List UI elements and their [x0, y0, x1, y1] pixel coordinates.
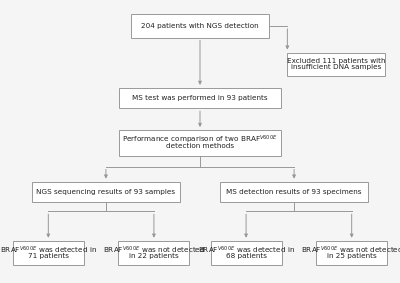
Text: insufficient DNA samples: insufficient DNA samples [291, 64, 382, 70]
FancyBboxPatch shape [118, 241, 190, 265]
Text: 71 patients: 71 patients [28, 253, 69, 259]
Text: in 25 patients: in 25 patients [327, 253, 376, 259]
FancyBboxPatch shape [210, 241, 282, 265]
Text: BRAF$^{V600E}$ was not detected: BRAF$^{V600E}$ was not detected [103, 244, 205, 256]
Text: BRAF$^{V600E}$ was not detected: BRAF$^{V600E}$ was not detected [300, 244, 400, 256]
Text: MS detection results of 93 specimens: MS detection results of 93 specimens [226, 189, 362, 195]
Text: Excluded 111 patients with: Excluded 111 patients with [287, 58, 386, 64]
Text: BRAF$^{V600E}$ was detected in: BRAF$^{V600E}$ was detected in [0, 244, 97, 256]
FancyBboxPatch shape [32, 182, 180, 202]
FancyBboxPatch shape [119, 88, 281, 108]
FancyBboxPatch shape [131, 14, 269, 38]
FancyBboxPatch shape [220, 182, 368, 202]
Text: MS test was performed in 93 patients: MS test was performed in 93 patients [132, 95, 268, 101]
FancyBboxPatch shape [119, 130, 281, 156]
Text: BRAF$^{V600E}$ was detected in: BRAF$^{V600E}$ was detected in [198, 244, 295, 256]
Text: in 22 patients: in 22 patients [129, 253, 179, 259]
Text: NGS sequencing results of 93 samples: NGS sequencing results of 93 samples [36, 189, 176, 195]
FancyBboxPatch shape [287, 53, 385, 76]
Text: detection methods: detection methods [166, 143, 234, 149]
FancyBboxPatch shape [316, 241, 387, 265]
FancyBboxPatch shape [13, 241, 84, 265]
Text: 204 patients with NGS detection: 204 patients with NGS detection [141, 23, 259, 29]
Text: 68 patients: 68 patients [226, 253, 266, 259]
Text: Performance comparison of two BRAF$^{V600E}$: Performance comparison of two BRAF$^{V60… [122, 134, 278, 146]
